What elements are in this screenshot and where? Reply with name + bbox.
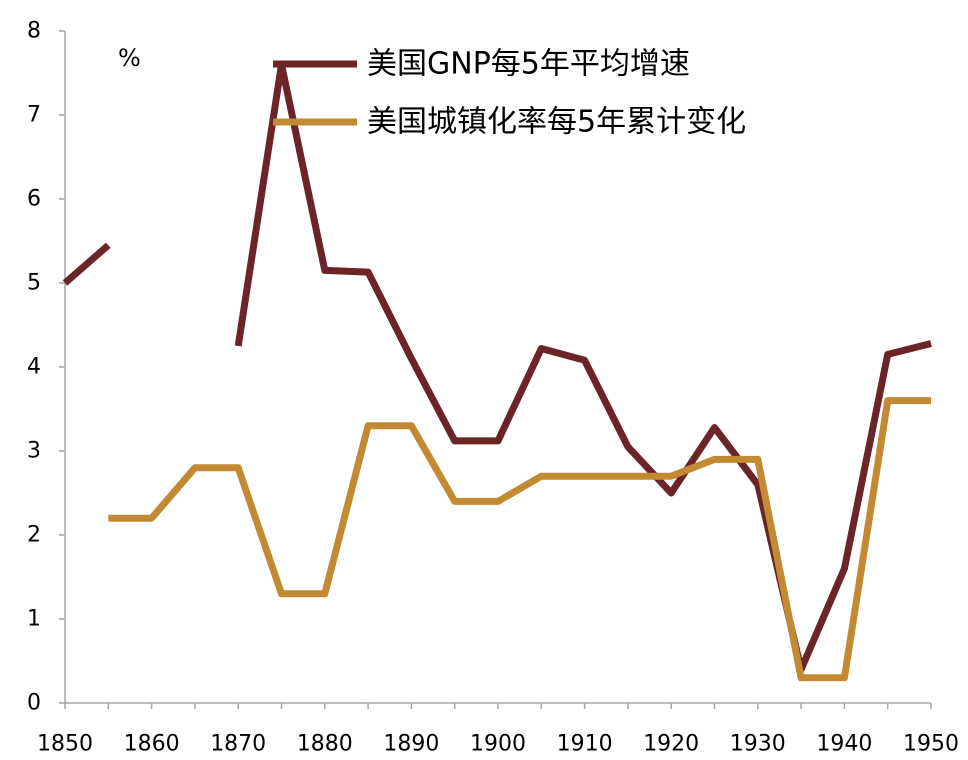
unit-label: % (118, 44, 141, 72)
y-tick-label: 5 (27, 271, 41, 296)
y-tick-label: 4 (27, 355, 41, 380)
x-tick-label: 1900 (470, 732, 526, 757)
y-tick-label: 2 (27, 523, 41, 548)
series-line-1 (234, 61, 932, 673)
x-tick-label: 1890 (383, 732, 439, 757)
x-tick-label: 1920 (643, 732, 699, 757)
y-tick-label: 3 (27, 439, 41, 464)
legend-label-2: 美国城镇化率每5年累计变化 (367, 105, 746, 140)
x-tick-label: 1950 (903, 732, 959, 757)
series-line-1 (62, 242, 111, 286)
y-tick-label: 7 (27, 103, 41, 128)
x-tick-label: 1860 (124, 732, 180, 757)
x-tick-label: 1850 (37, 732, 93, 757)
series-layer (62, 61, 932, 682)
axes: 0 1 2 3 4 5 6 7 8 1850 1860 1870 1880 1890 1900 1910 192… (27, 19, 959, 757)
y-tick-label: 0 (27, 691, 41, 716)
legend-label-1: 美国GNP每5年平均增速 (367, 47, 690, 82)
y-tick-label: 6 (27, 187, 41, 212)
series-line-2 (108, 397, 931, 682)
x-tick-label: 1910 (557, 732, 613, 757)
y-tick-label: 8 (27, 19, 41, 44)
y-tick-label: 1 (27, 607, 41, 632)
x-tick-label: 1870 (210, 732, 266, 757)
x-tick-label: 1940 (816, 732, 872, 757)
x-tick-label: 1880 (297, 732, 353, 757)
x-tick-label: 1930 (730, 732, 786, 757)
